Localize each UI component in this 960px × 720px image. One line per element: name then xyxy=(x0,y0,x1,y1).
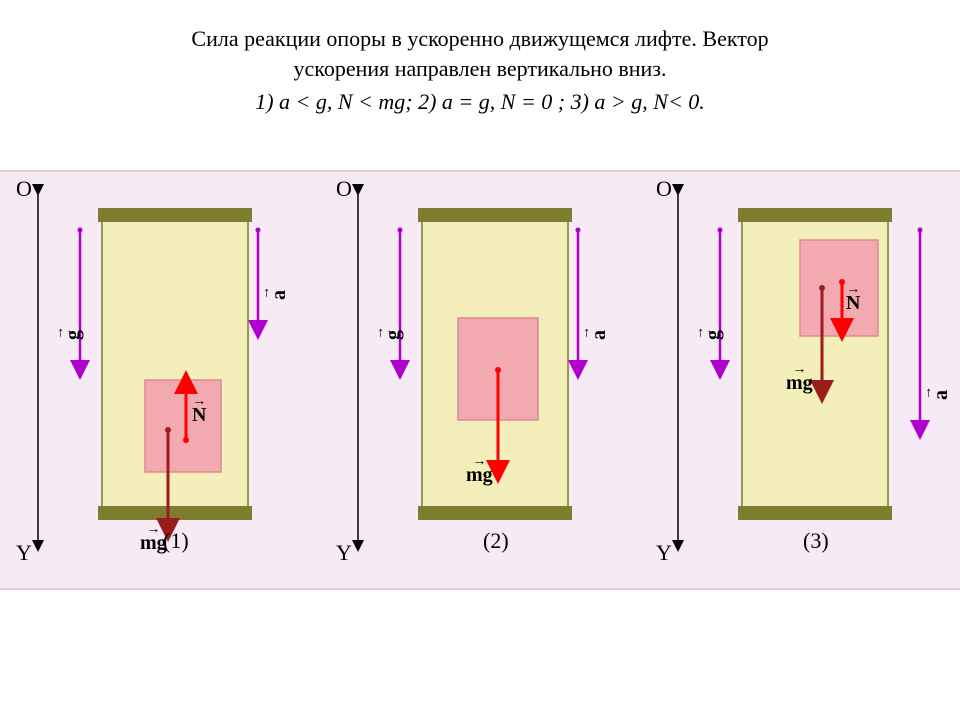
axis-Y-2: Y xyxy=(336,540,352,566)
a-label-3: →a xyxy=(926,386,953,400)
diagram-svg xyxy=(0,170,960,590)
axis-Y-3: Y xyxy=(656,540,672,566)
panel-label-2: (2) xyxy=(483,528,509,554)
title-conditions: 1) a < g, N < mg; 2) a = g, N = 0 ; 3) a… xyxy=(60,87,900,117)
axis-Y-1: Y xyxy=(16,540,32,566)
N-label-1: →N xyxy=(192,400,206,427)
g-label-3: →g xyxy=(698,326,725,340)
N-label-3: →N xyxy=(846,288,860,315)
mg-label-2: →mg xyxy=(466,460,493,487)
title-block: Сила реакции опоры в ускоренно движущемс… xyxy=(0,0,960,127)
a-label-2: →a xyxy=(584,326,611,340)
a-label-1: →a xyxy=(264,286,291,300)
mg-label-3: →mg xyxy=(786,368,813,395)
panel-label-1: (1) xyxy=(163,528,189,554)
g-label-2: →g xyxy=(378,326,405,340)
axis-O-3: O xyxy=(656,176,672,202)
title-line2: ускорения направлен вертикально вниз. xyxy=(60,54,900,84)
title-line1: Сила реакции опоры в ускоренно движущемс… xyxy=(60,24,900,54)
g-label-1: →g xyxy=(58,326,85,340)
axis-O-1: O xyxy=(16,176,32,202)
diagram-area: OY→g→a→N→mg(1)OY→g→a→mg(2)OY→g→a→N→mg(3) xyxy=(0,170,960,590)
panel-label-3: (3) xyxy=(803,528,829,554)
axis-O-2: O xyxy=(336,176,352,202)
